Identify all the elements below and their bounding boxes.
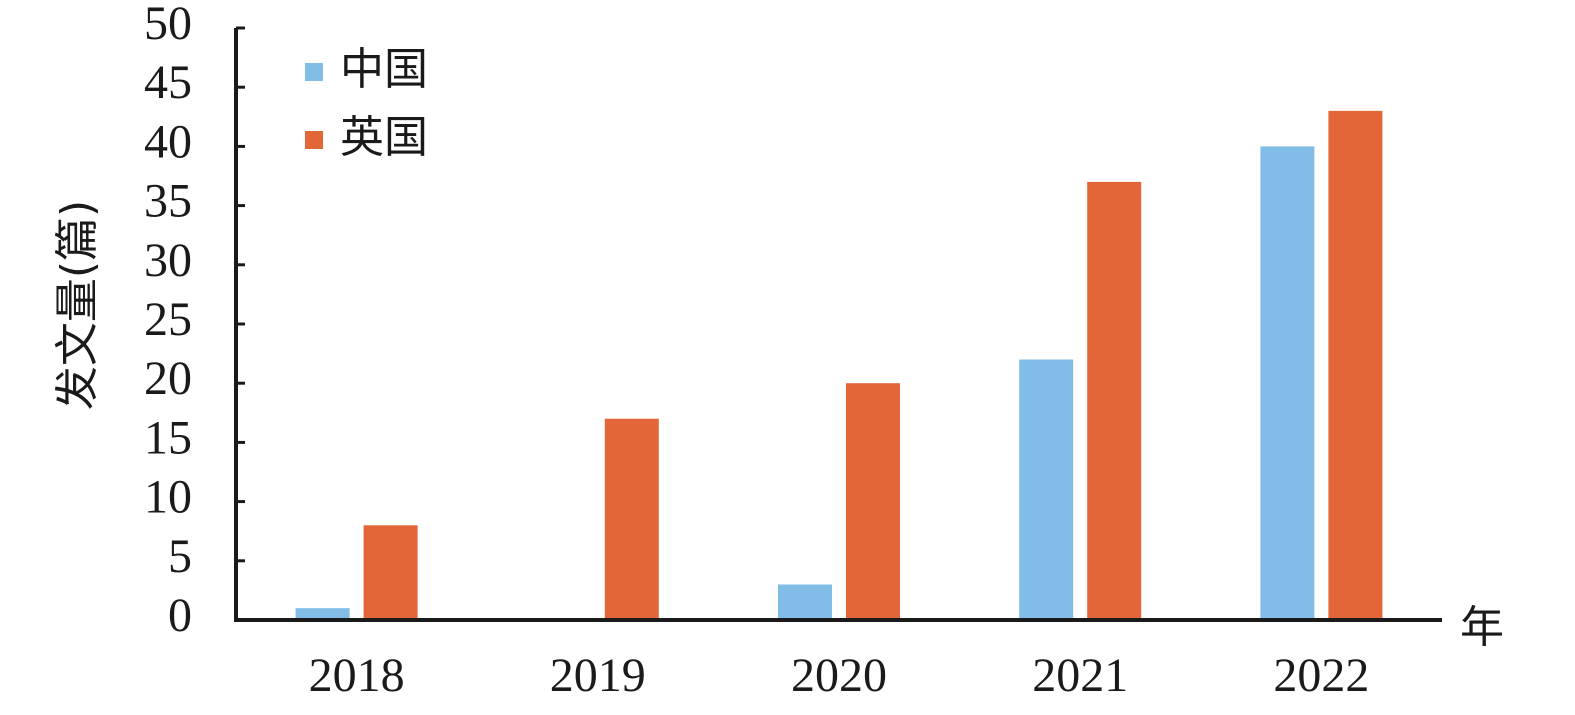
y-tick-label: 45 xyxy=(144,56,192,109)
y-tick-label: 10 xyxy=(144,471,192,524)
x-tick-label: 2022 xyxy=(1273,649,1369,702)
legend-label: 中国 xyxy=(340,44,428,95)
bar-中国-2020 xyxy=(778,584,832,620)
bar-英国-2022 xyxy=(1328,110,1383,620)
x-tick-label: 2018 xyxy=(309,649,405,702)
x-tick-label: 2019 xyxy=(550,649,646,702)
x-tick-label: 2020 xyxy=(791,649,887,702)
y-tick-label: 35 xyxy=(144,175,192,228)
bars-group xyxy=(295,110,1383,621)
bar-英国-2020 xyxy=(846,383,900,620)
x-axis-title: 年 xyxy=(1460,602,1504,653)
bar-英国-2019 xyxy=(604,418,659,620)
y-tick-label: 50 xyxy=(144,0,192,50)
y-tick-label: 40 xyxy=(144,115,192,168)
legend-swatch xyxy=(305,63,323,81)
bar-中国-2018 xyxy=(295,608,350,620)
bar-英国-2018 xyxy=(363,525,418,620)
y-tick-label: 15 xyxy=(144,411,192,464)
bar-中国-2022 xyxy=(1260,146,1315,620)
y-tick-label: 5 xyxy=(168,530,192,583)
x-ticks-group: 2018 2019 2020 2021 2022 xyxy=(309,649,1370,702)
bar-中国-2021 xyxy=(1019,359,1074,620)
legend-label: 英国 xyxy=(340,112,428,163)
y-tick-label: 30 xyxy=(144,234,192,287)
y-ticks-group: 0 5 10 15 20 25 30 35 40 45 50 xyxy=(144,0,245,642)
y-axis-title: 发文量(篇) xyxy=(52,200,103,410)
y-tick-label: 25 xyxy=(144,293,192,346)
y-tick-label: 0 xyxy=(168,589,192,642)
bar-英国-2021 xyxy=(1087,181,1142,621)
x-tick-label: 2021 xyxy=(1032,649,1128,702)
legend-swatch xyxy=(305,131,323,149)
y-tick-label: 20 xyxy=(144,352,192,405)
